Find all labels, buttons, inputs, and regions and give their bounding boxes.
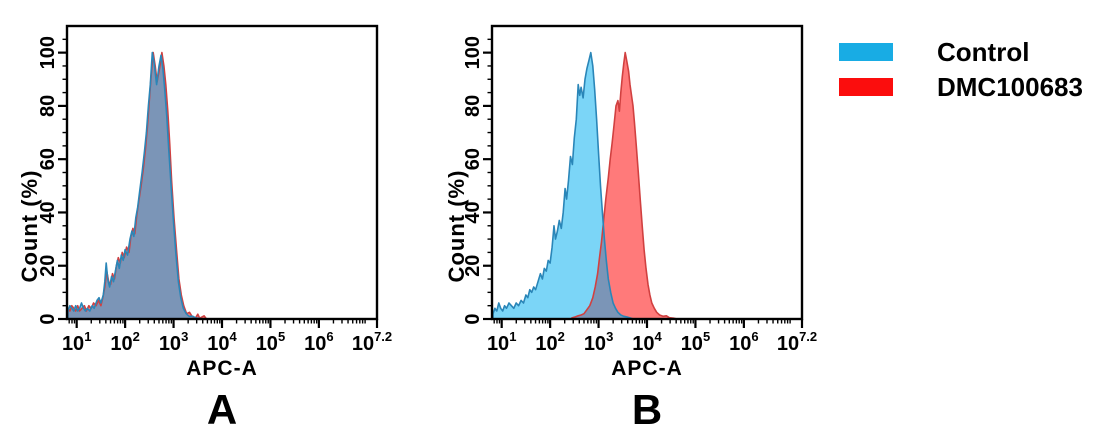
dmc100683-color-swatch — [839, 77, 893, 96]
x-axis-label-panel-a: APC-A — [186, 357, 258, 380]
x-tick-label: 105 — [256, 329, 285, 355]
y-tick-label: 20 — [37, 255, 59, 277]
histogram-panel-b — [492, 51, 678, 320]
legend-label-dmc100683: DMC100683 — [937, 71, 1083, 102]
x-axis-label-panel-b: APC-A — [611, 357, 683, 380]
y-tick-label: 60 — [462, 148, 484, 170]
panel-letter-a: A — [206, 386, 238, 433]
x-tick-label: 105 — [681, 329, 710, 355]
control-histogram-outline — [67, 51, 204, 320]
control-histogram-fill — [68, 52, 203, 319]
y-tick-label: 100 — [37, 36, 59, 69]
y-tick-label: 0 — [37, 313, 59, 324]
x-tick-label: 106 — [729, 329, 758, 355]
histogram-panel-a — [67, 51, 208, 320]
control-histogram-outline — [492, 51, 635, 320]
x-tick-label: 103 — [159, 329, 188, 355]
x-tick-label: 106 — [304, 329, 333, 355]
axes-panel-b: 101 102 103 104 105 106 107.2 0 20 40 60 80 100 — [462, 24, 817, 355]
x-tick-label: 104 — [632, 329, 662, 355]
y-tick-label: 0 — [462, 313, 484, 324]
x-tick-label: 101 — [62, 329, 91, 355]
x-tick-label: 103 — [584, 329, 613, 355]
control-histogram-fill — [493, 52, 634, 319]
x-tick-label: 104 — [207, 329, 237, 355]
y-tick-label: 40 — [37, 201, 59, 223]
y-tick-label: 40 — [462, 201, 484, 223]
legend-row-control: Control — [839, 36, 1083, 67]
y-tick-label: 100 — [462, 36, 484, 69]
control-color-swatch — [839, 42, 893, 61]
legend-label-control: Control — [937, 36, 1030, 67]
x-tick-label: 107.2 — [777, 329, 817, 355]
x-tick-label: 107.2 — [352, 329, 392, 355]
x-tick-label: 102 — [110, 329, 139, 355]
y-tick-label: 20 — [462, 255, 484, 277]
y-axis-label-panel-b: Count (%) — [444, 169, 469, 283]
legend: Control DMC100683 — [839, 36, 1083, 106]
x-tick-label: 101 — [487, 329, 516, 355]
y-tick-label: 80 — [37, 95, 59, 117]
y-axis-label-panel-a: Count (%) — [17, 169, 42, 283]
axes-panel-a: 101 102 103 104 105 106 107.2 0 20 40 60 80 100 — [37, 24, 392, 355]
dmc100683-histogram-fill — [571, 52, 677, 319]
x-tick-label: 102 — [535, 329, 564, 355]
y-tick-label: 60 — [37, 148, 59, 170]
dmc100683-histogram-outline — [571, 51, 678, 320]
legend-row-dmc100683: DMC100683 — [839, 71, 1083, 102]
y-tick-label: 80 — [462, 95, 484, 117]
panel-letter-b: B — [631, 386, 663, 433]
